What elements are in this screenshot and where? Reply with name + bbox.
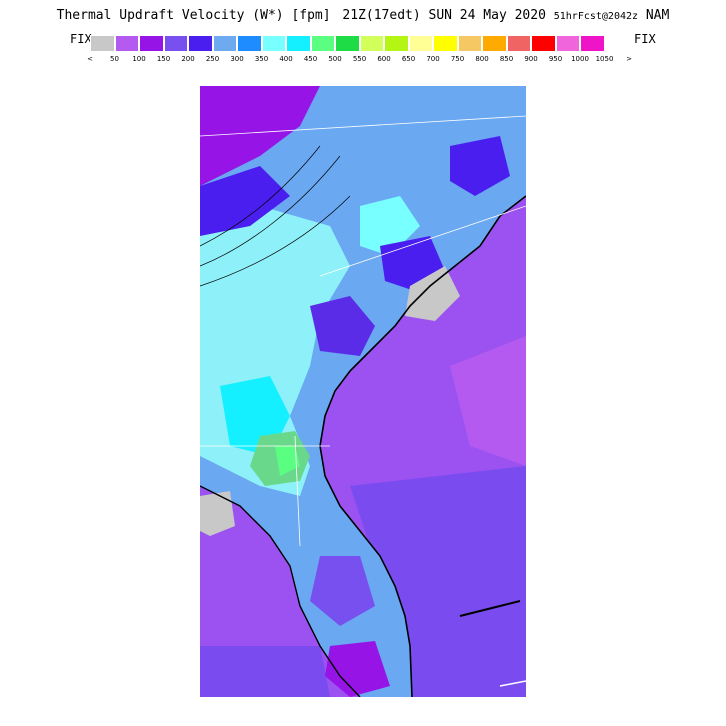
fix-label-right: FIX [634,32,656,46]
scale-tick-label: 500 [328,55,342,63]
title-time: 21Z(17edt) SUN 24 May 2020 [342,8,546,23]
scale-tick-label: 300 [230,55,244,63]
scale-tick-label: 100 [132,55,146,63]
state-border-3 [200,115,526,137]
scale-tick-label: 450 [303,55,318,63]
mountain-purple [200,86,320,186]
coastline [319,195,526,697]
scale-tick-label: 150 [156,55,171,63]
scale-tick-label: 1050 [595,55,614,63]
scale-tick-label: 750 [450,55,465,63]
color-swatch [580,35,605,52]
color-swatch [188,35,213,52]
color-swatch [335,35,360,52]
scale-tick-label: 950 [548,55,563,63]
scale-tick-label: 650 [401,55,416,63]
scale-tick-label: 700 [426,55,440,63]
terrain-contour-2 [200,155,341,267]
scale-tick-label: 800 [475,55,489,63]
color-swatch [482,35,507,52]
title-model: NAM [645,8,670,23]
color-swatch [359,35,384,52]
scale-tick-label: 850 [499,55,514,63]
scale-tick-label: 400 [279,55,293,63]
scale-tick-label: 550 [352,55,367,63]
terrain-contour-3 [200,195,351,287]
color-scale-bar [90,35,605,52]
fix-label-left: FIX [70,32,92,46]
land-purple-3 [450,136,510,196]
scale-tick-label: > [626,55,632,63]
color-swatch [261,35,286,52]
color-swatch [408,35,433,52]
color-swatch [531,35,556,52]
gulf-coastline [200,485,361,697]
color-swatch [506,35,531,52]
scale-tick-label: < [87,55,93,63]
color-swatch [163,35,188,52]
gray-area-coast [405,266,460,321]
land-purple-5 [325,641,390,697]
color-swatch [384,35,409,52]
color-swatch [286,35,311,52]
title-main: Thermal Updraft Velocity (W*) [fpm] [56,8,331,23]
color-swatch [310,35,335,52]
scale-tick-label: 600 [377,55,391,63]
chart-title: Thermal Updraft Velocity (W*) [fpm] 21Z(… [0,8,726,23]
color-swatch [212,35,237,52]
color-swatch [90,35,115,52]
bahamas-islands [459,600,521,617]
scale-tick-label: 900 [524,55,538,63]
land-purple-1 [310,296,375,356]
thermal-map [200,86,526,697]
deep-ocean-area-2 [200,646,330,697]
scale-tick-label: 50 [110,55,119,63]
land-green-bright [275,446,300,476]
color-swatch [139,35,164,52]
scale-tick-label: 1000 [571,55,589,63]
color-swatch [457,35,482,52]
gray-area-gulf [200,491,235,536]
terrain-contour-1 [200,145,321,247]
scale-tick-label: 350 [254,55,269,63]
scale-tick-label: 250 [205,55,220,63]
land-purple-4 [310,556,375,626]
mountain-blue [200,166,290,236]
scale-tick-label: 200 [181,55,195,63]
title-forecast: 51hrFcst@2042z [553,11,639,22]
lavender-patch [450,336,526,466]
color-swatch [433,35,458,52]
color-scale-labels: <50 100 150 200 250 300 350 400 450 500 550 600 650 7… [85,55,645,67]
color-swatch [555,35,580,52]
state-border-1 [319,205,526,277]
state-border-4 [294,435,301,547]
color-swatch [237,35,262,52]
island-outline [499,680,526,687]
color-swatch [114,35,139,52]
